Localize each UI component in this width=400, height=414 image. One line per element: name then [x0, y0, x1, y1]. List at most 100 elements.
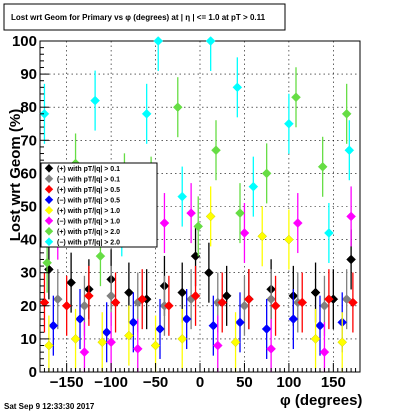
- legend-marker: [44, 227, 54, 236]
- data-point: [153, 36, 164, 46]
- data-point: [291, 92, 301, 103]
- x-tick-label: −150: [50, 374, 84, 391]
- data-point: [110, 297, 121, 308]
- legend-marker: [44, 185, 54, 194]
- data-point: [239, 228, 250, 238]
- data-point: [261, 168, 272, 179]
- data-point: [235, 317, 245, 328]
- data-point: [230, 337, 241, 348]
- y-tick-label: 70: [20, 132, 37, 149]
- data-point: [221, 291, 232, 301]
- y-tick-label: 0: [29, 364, 37, 381]
- legend-label: (+) with pT/|q| > 1.0: [57, 208, 120, 215]
- data-point: [95, 251, 106, 262]
- data-point: [39, 297, 50, 308]
- data-point: [186, 208, 196, 218]
- data-point: [288, 314, 299, 324]
- data-point: [284, 234, 294, 245]
- data-point: [106, 337, 116, 348]
- data-point: [177, 287, 188, 298]
- data-point: [90, 95, 100, 106]
- legend-marker: [44, 237, 54, 246]
- data-point: [239, 300, 250, 311]
- data-point: [310, 287, 321, 298]
- data-point: [310, 334, 321, 344]
- legend-marker: [44, 216, 54, 225]
- legend-label: (−) with pT/|q| > 0.1: [57, 176, 120, 183]
- data-point: [266, 294, 276, 305]
- data-point: [205, 211, 216, 222]
- x-tick-label: 50: [236, 374, 253, 391]
- legend-label: (+) with pT/|q| > 0.5: [57, 187, 120, 194]
- data-point: [132, 343, 143, 354]
- data-point: [159, 218, 170, 228]
- data-point: [70, 334, 81, 344]
- data-point: [177, 334, 188, 344]
- data-point: [319, 300, 330, 311]
- x-tick-label: −50: [143, 374, 168, 391]
- data-point: [341, 294, 352, 305]
- y-tick-label: 90: [20, 66, 37, 83]
- data-point: [190, 291, 201, 301]
- data-point: [39, 108, 50, 119]
- data-point: [66, 277, 76, 288]
- data-point: [315, 320, 325, 331]
- data-point: [124, 287, 134, 298]
- data-point: [208, 320, 219, 331]
- data-point: [52, 294, 63, 305]
- data-point: [181, 314, 192, 324]
- data-point: [177, 191, 188, 202]
- data-point: [261, 324, 272, 334]
- data-point: [79, 347, 90, 357]
- data-point: [284, 118, 294, 129]
- data-point: [344, 145, 355, 156]
- data-point: [348, 297, 358, 308]
- data-point: [204, 267, 214, 278]
- data-point: [137, 294, 148, 305]
- data-point: [141, 108, 152, 119]
- data-point: [193, 221, 204, 232]
- data-point: [75, 314, 85, 324]
- data-point: [337, 337, 348, 348]
- data-point: [97, 337, 108, 348]
- y-axis-title: Lost wrt Geom (%): [7, 109, 24, 242]
- data-point: [235, 208, 245, 218]
- data-point: [324, 294, 334, 305]
- y-tick-label: 60: [20, 165, 37, 182]
- data-point: [232, 82, 243, 93]
- data-point: [84, 291, 94, 301]
- data-point: [217, 297, 228, 308]
- data-point: [346, 211, 356, 222]
- data-point: [257, 231, 268, 242]
- data-point: [79, 300, 90, 311]
- timestamp: Sat Sep 9 12:33:30 2017: [4, 402, 95, 411]
- legend-label: (−) with pT/|q| > 0.5: [57, 197, 120, 204]
- legend-label: (−) with pT/|q| > 2.0: [57, 239, 120, 246]
- x-axis-title: φ (degrees): [280, 392, 362, 409]
- x-tick-label: −100: [94, 374, 128, 391]
- legend: (+) with pT/|q| > 0.1 (−) with pT/|q| > 0…: [40, 162, 158, 248]
- chart-title: Lost wrt Geom for Primary vs φ (degrees)…: [11, 13, 266, 22]
- y-tick-label: 50: [20, 199, 37, 216]
- data-point: [211, 145, 221, 156]
- data-point: [48, 320, 59, 331]
- data-point: [106, 291, 116, 301]
- data-point: [61, 300, 72, 311]
- title-box: [3, 3, 286, 31]
- y-tick-label: 40: [20, 232, 37, 249]
- data-point: [172, 102, 183, 113]
- data-point: [42, 257, 52, 268]
- data-point: [248, 181, 259, 192]
- data-point: [205, 36, 216, 46]
- data-point: [317, 161, 328, 172]
- legend-box: [40, 162, 158, 248]
- legend-marker: [44, 164, 54, 173]
- y-tick-label: 10: [20, 331, 37, 348]
- data-point: [341, 108, 352, 119]
- data-point: [244, 294, 254, 305]
- data-point: [128, 317, 139, 328]
- y-tick-label: 80: [20, 99, 37, 116]
- data-point: [164, 300, 174, 311]
- data-point: [155, 324, 165, 334]
